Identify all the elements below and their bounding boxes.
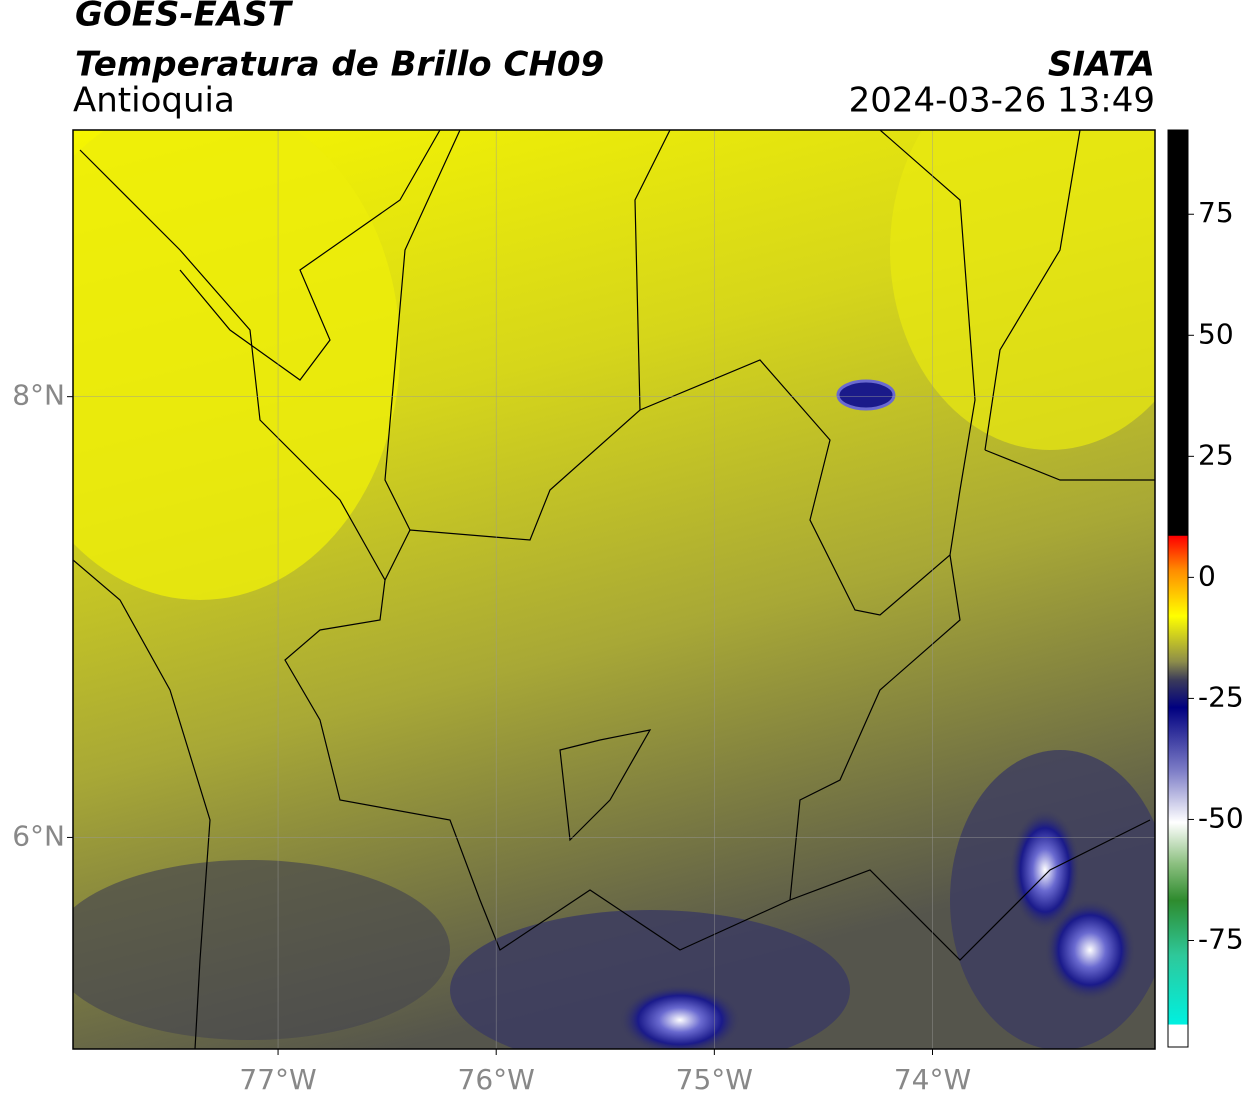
source: SIATA: [1048, 45, 1155, 85]
storm-cell: [1045, 900, 1135, 1000]
x-tick-label: 75°W: [676, 1063, 753, 1096]
storm-cell: [1010, 810, 1080, 930]
timestamp: 2024-03-26 13:49: [849, 81, 1155, 121]
map-frame: [72, 129, 1156, 1050]
storm-cell: [836, 379, 896, 411]
colorbar-tick-label: -50: [1198, 801, 1244, 834]
x-tick-label: 76°W: [458, 1063, 535, 1096]
borders: [73, 130, 1155, 1049]
colorbar-tick-label: 50: [1198, 317, 1234, 350]
cold-area: [450, 910, 850, 1049]
warm-area: [73, 130, 400, 600]
colorbar-tick-label: -25: [1198, 680, 1244, 713]
x-tick-label: 77°W: [239, 1063, 316, 1096]
warm-area: [890, 130, 1155, 450]
map-image: [73, 130, 1155, 1049]
region: Antioquia: [73, 81, 235, 121]
colorbar-tick-label: 25: [1198, 438, 1234, 471]
colorbar-tick-label: -75: [1198, 922, 1244, 955]
colorbar-tick-label: 75: [1198, 196, 1234, 229]
colorbar-tick-label: 0: [1198, 559, 1216, 592]
subtitle: Temperatura de Brillo CH09: [75, 45, 604, 85]
graticule: [73, 130, 1155, 1049]
x-tick-label: 74°W: [894, 1063, 971, 1096]
y-tick-label: 8°N: [12, 379, 65, 412]
storm-cell: [620, 985, 740, 1049]
title: GOES-EAST: [75, 0, 294, 35]
y-tick-label: 6°N: [12, 819, 65, 852]
colorbar: [1167, 129, 1189, 1048]
cold-area: [73, 860, 450, 1040]
